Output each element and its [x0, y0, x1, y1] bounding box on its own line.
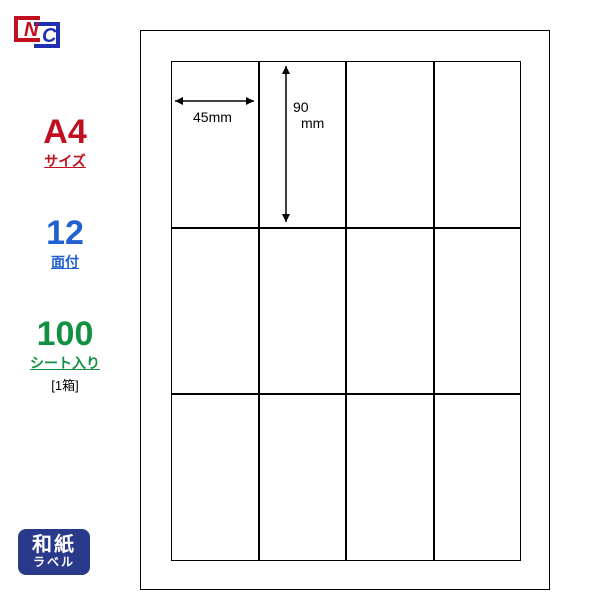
spec-size: A4 サイズ — [20, 115, 110, 171]
brand-logo: N C — [12, 12, 62, 52]
label-cell — [171, 228, 259, 395]
paper-badge-line1: 和紙 — [32, 534, 76, 556]
label-cell — [259, 61, 347, 228]
label-cell — [346, 61, 434, 228]
label-cell — [346, 228, 434, 395]
spec-sheets-value: 100 — [20, 317, 110, 351]
label-grid — [171, 61, 521, 561]
spec-sheets: 100 シート入り [1箱] — [20, 317, 110, 394]
label-cell — [346, 394, 434, 561]
label-cell — [171, 61, 259, 228]
spec-size-value: A4 — [20, 115, 110, 149]
label-cell — [434, 228, 522, 395]
label-cell — [259, 228, 347, 395]
paper-badge-line2: ラベル — [32, 556, 76, 569]
spec-sheets-sub: [1箱] — [20, 375, 110, 394]
spec-faces-value: 12 — [20, 216, 110, 250]
label-sheet-diagram: 45mm 90 mm — [140, 30, 550, 590]
label-cell — [259, 394, 347, 561]
spec-faces-unit: 面付 — [20, 252, 110, 272]
spec-list: A4 サイズ 12 面付 100 シート入り [1箱] — [20, 115, 110, 394]
label-cell — [434, 61, 522, 228]
label-cell — [171, 394, 259, 561]
label-cell — [434, 394, 522, 561]
svg-text:C: C — [42, 25, 57, 47]
svg-text:N: N — [24, 19, 39, 41]
paper-type-badge: 和紙 ラベル — [18, 529, 90, 575]
spec-faces: 12 面付 — [20, 216, 110, 272]
spec-sheets-unit: シート入り — [20, 353, 110, 373]
spec-size-unit: サイズ — [20, 151, 110, 171]
